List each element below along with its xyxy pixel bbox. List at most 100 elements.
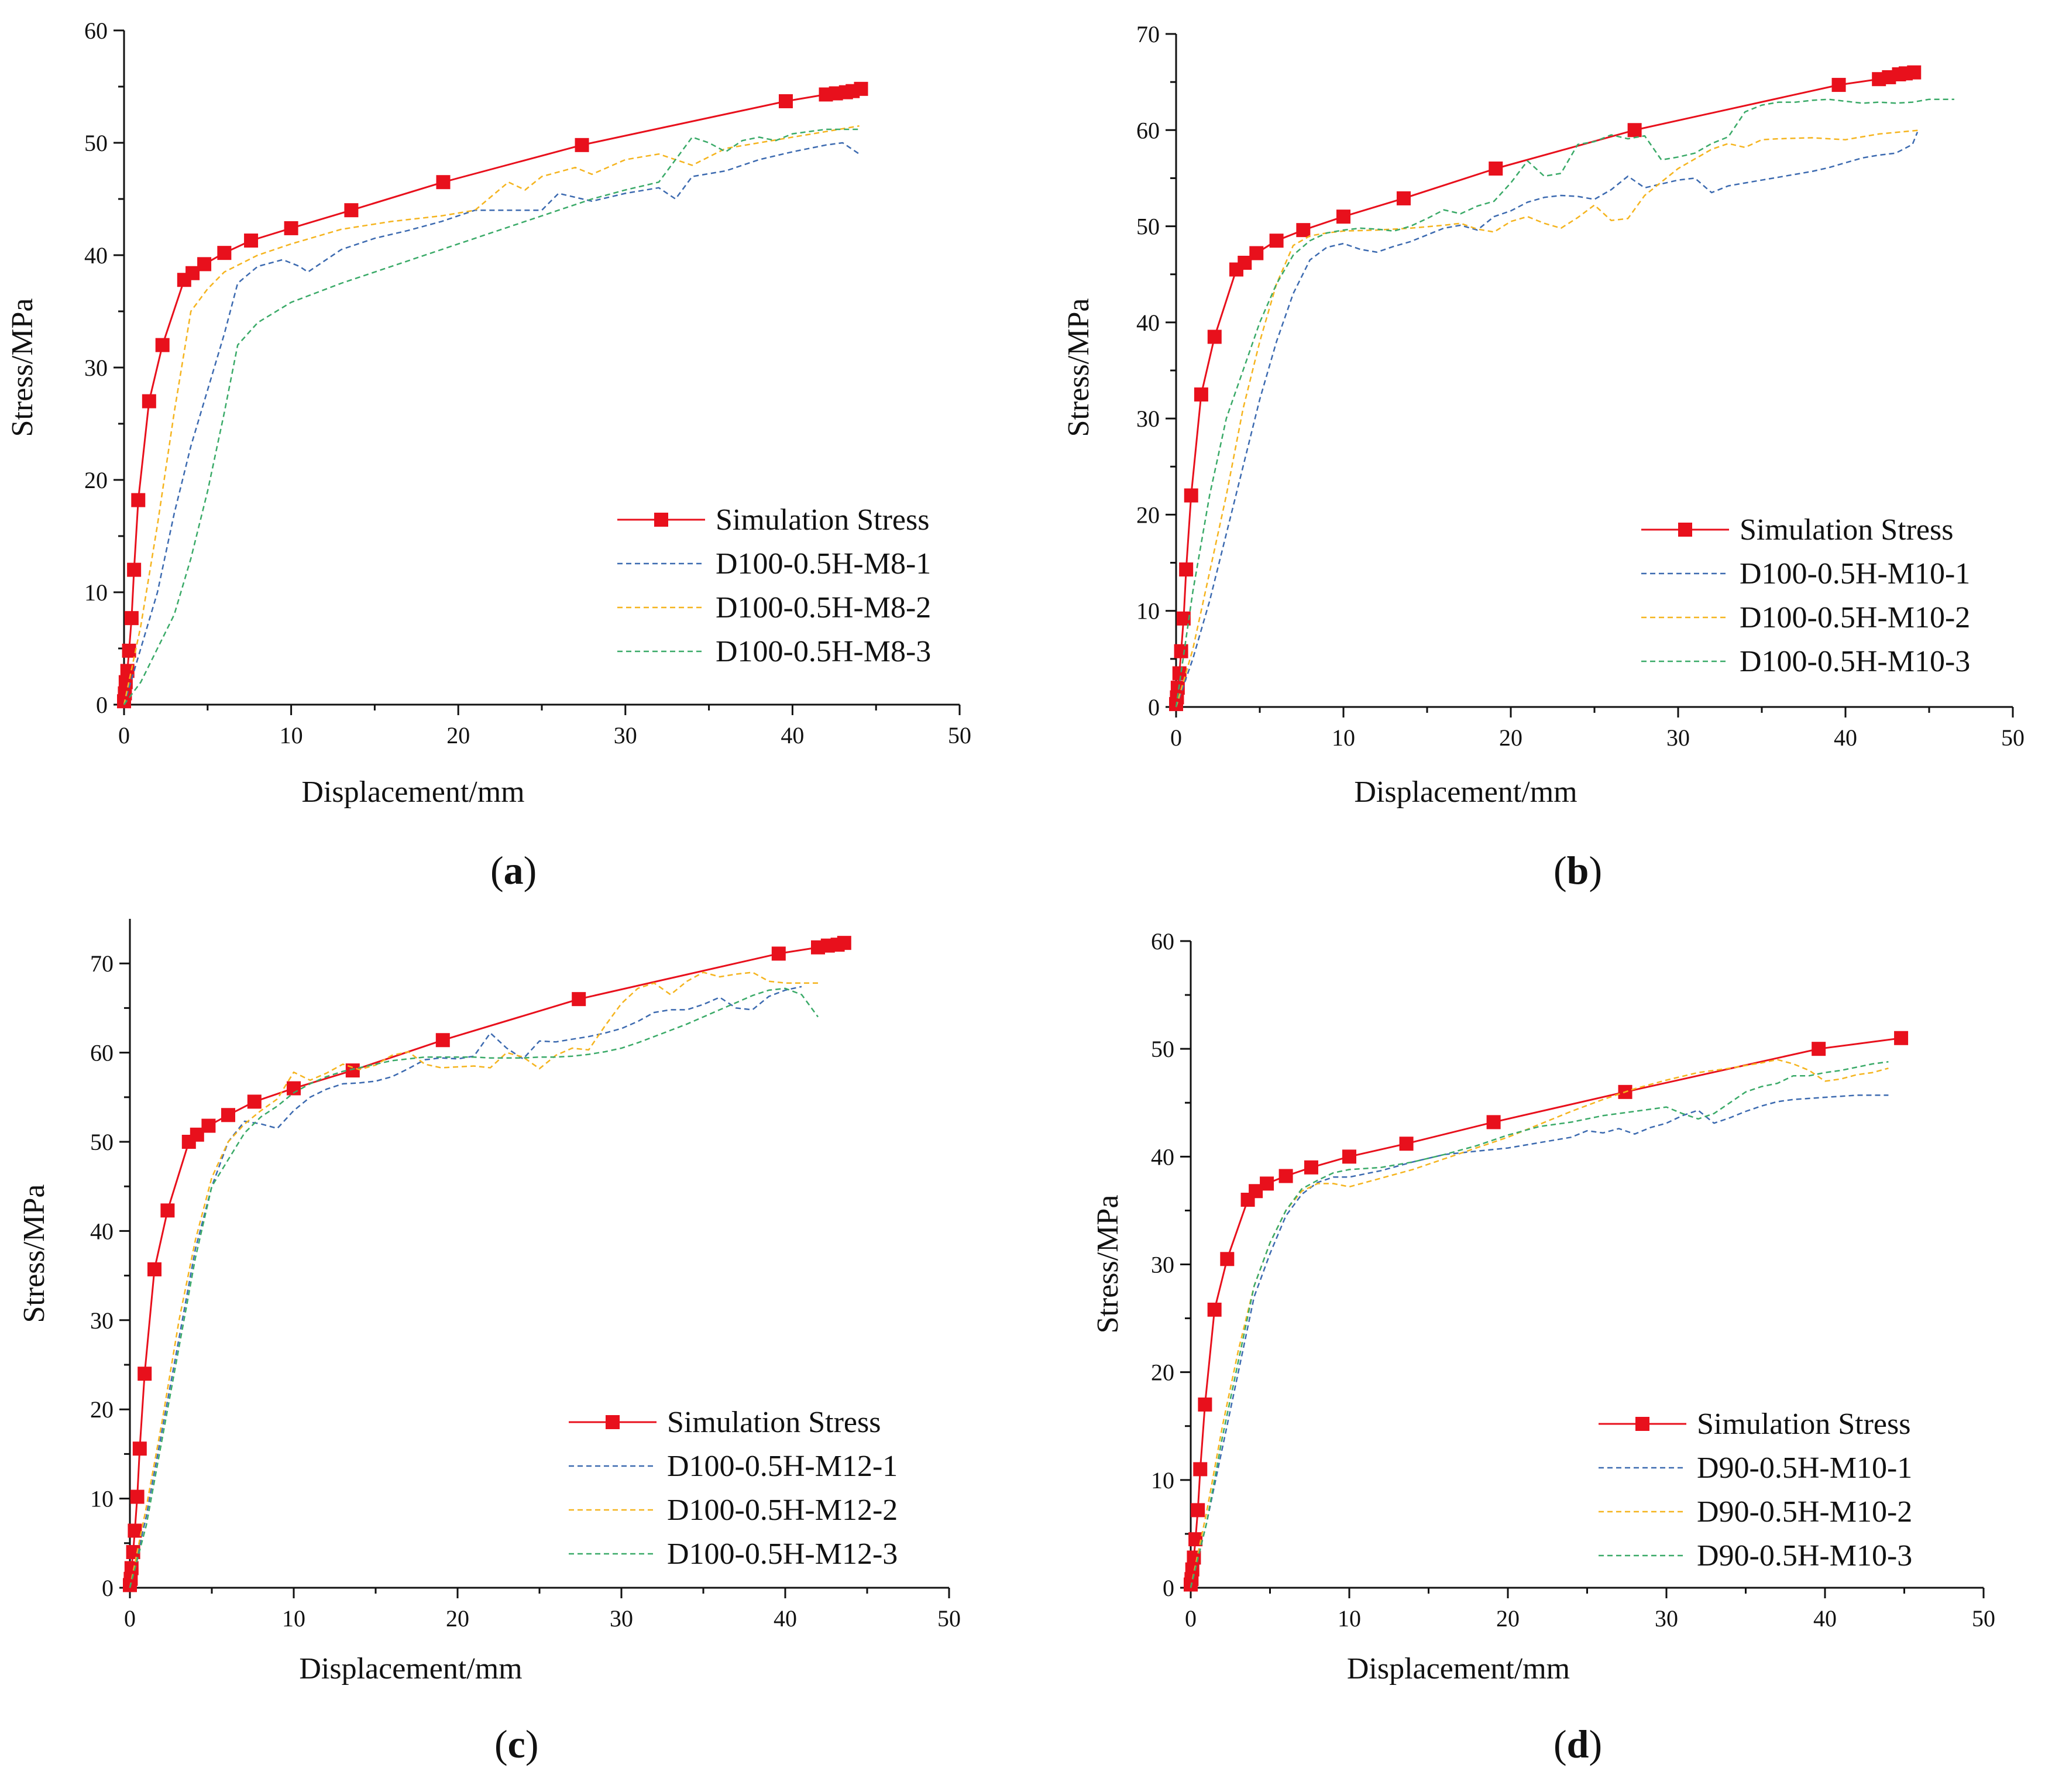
- data-point-marker: [197, 257, 212, 272]
- panel-label: (b): [1553, 848, 1602, 892]
- panel-label: (c): [494, 1722, 539, 1766]
- experiment-series-line: [123, 128, 860, 705]
- y-tick-label: 0: [1148, 694, 1160, 720]
- y-tick-label: 50: [84, 130, 108, 156]
- legend: Simulation Stress D100-0.5H-M10-1 D100-0.5…: [1641, 513, 1970, 678]
- data-point-marker: [1304, 1160, 1318, 1175]
- x-tick-label: 20: [446, 1605, 469, 1632]
- y-tick-label: 30: [1151, 1252, 1174, 1278]
- y-axis-label: Stress/MPa: [18, 1185, 51, 1323]
- data-point-marker: [1812, 1042, 1826, 1056]
- legend-entry-label: Simulation Stress: [1740, 513, 1953, 547]
- panel-label: (a): [490, 848, 537, 892]
- legend-entry-label: Simulation Stress: [667, 1406, 881, 1439]
- data-point-marker: [1193, 1462, 1208, 1477]
- y-tick-label: 60: [90, 1040, 114, 1066]
- y-tick-label: 20: [1136, 502, 1160, 528]
- panel-b: 0 10 20 30 40 50 0 10 20 30 40 50 60 70 Displacement/m…: [1062, 21, 2025, 892]
- y-tick-label: 60: [84, 18, 108, 44]
- x-tick-label: 10: [1338, 1605, 1361, 1632]
- data-point-marker: [124, 611, 139, 626]
- data-point-marker: [1174, 644, 1188, 658]
- x-tick-label: 20: [1499, 725, 1522, 751]
- legend-entry-label: Simulation Stress: [716, 503, 929, 537]
- data-point-marker: [160, 1203, 175, 1218]
- data-point-marker: [201, 1118, 216, 1133]
- data-point-marker: [1238, 256, 1252, 270]
- y-axis-label: Stress/MPa: [1062, 298, 1095, 437]
- x-axis-label: Displacement/mm: [1354, 775, 1577, 809]
- legend: Simulation Stress D100-0.5H-M8-1 D100-0.5H…: [617, 503, 931, 668]
- x-tick-label: 40: [1834, 725, 1857, 751]
- x-axis-label: Displacement/mm: [299, 1652, 522, 1685]
- data-point-marker: [771, 946, 786, 961]
- data-point-marker: [837, 936, 851, 950]
- legend: Simulation Stress D90-0.5H-M10-1 D90-0.5H-…: [1599, 1407, 1912, 1573]
- data-point-marker: [1207, 329, 1222, 344]
- data-point-marker: [217, 246, 232, 260]
- data-point-marker: [128, 1523, 142, 1538]
- experiment-series-line: [1190, 1094, 1889, 1588]
- data-point-marker: [1907, 65, 1922, 80]
- data-point-marker: [247, 1094, 262, 1109]
- data-point-marker: [1249, 246, 1264, 260]
- x-tick-label: 50: [2001, 725, 2025, 751]
- legend-entry-label: D100-0.5H-M12-3: [667, 1537, 898, 1571]
- legend: Simulation Stress D100-0.5H-M12-1 D100-0.5…: [569, 1406, 898, 1571]
- x-tick-label: 30: [610, 1605, 633, 1632]
- x-axis-label: Displacement/mm: [301, 775, 524, 809]
- x-tick-label: 50: [948, 722, 971, 749]
- data-point-marker: [1179, 562, 1194, 577]
- data-point-marker: [244, 234, 259, 248]
- legend-entry-label: D90-0.5H-M10-3: [1697, 1539, 1912, 1573]
- x-tick-label: 20: [1496, 1605, 1520, 1632]
- data-point-marker: [1296, 223, 1311, 238]
- experiment-series-line: [1175, 129, 1921, 708]
- y-tick-label: 40: [1151, 1144, 1174, 1170]
- y-tick-label: 20: [84, 467, 108, 493]
- y-tick-label: 0: [102, 1575, 114, 1601]
- legend-entry-label: D100-0.5H-M10-2: [1740, 601, 1970, 634]
- x-tick-label: 40: [1813, 1605, 1837, 1632]
- legend-entry-label: Simulation Stress: [1697, 1407, 1910, 1441]
- legend-entry-label: D90-0.5H-M10-2: [1697, 1495, 1912, 1529]
- y-tick-label: 40: [84, 242, 108, 269]
- data-point-marker: [124, 1561, 139, 1575]
- y-tick-label: 60: [1136, 117, 1160, 143]
- y-tick-label: 0: [1163, 1575, 1174, 1601]
- y-tick-label: 30: [90, 1307, 114, 1334]
- legend-entry-label: D100-0.5H-M8-2: [716, 591, 931, 624]
- legend-entry-label: D100-0.5H-M8-3: [716, 635, 931, 668]
- x-tick-label: 40: [774, 1605, 797, 1632]
- experiment-series-line: [129, 987, 819, 1588]
- x-tick-label: 0: [1185, 1605, 1197, 1632]
- data-point-marker: [127, 562, 142, 577]
- data-point-marker: [854, 81, 868, 96]
- y-tick-label: 40: [90, 1218, 114, 1244]
- x-tick-label: 50: [937, 1605, 961, 1632]
- legend-entry-label: D100-0.5H-M12-2: [667, 1494, 898, 1527]
- data-point-marker: [1894, 1031, 1909, 1045]
- y-tick-label: 10: [1136, 598, 1160, 624]
- data-point-marker: [1342, 1149, 1356, 1164]
- legend-entry-label: D90-0.5H-M10-1: [1697, 1451, 1912, 1485]
- data-point-marker: [1269, 234, 1284, 248]
- y-tick-label: 40: [1136, 310, 1160, 336]
- y-tick-label: 20: [90, 1396, 114, 1423]
- panel-d: 0 10 20 30 40 50 0 10 20 30 40 50 60 Displacement/mm S…: [1091, 928, 1995, 1766]
- data-point-marker: [572, 992, 586, 1007]
- data-point-marker: [436, 175, 451, 190]
- y-tick-label: 70: [90, 950, 114, 977]
- data-point-marker: [1486, 1115, 1501, 1130]
- experiment-series-line: [129, 971, 818, 1588]
- x-tick-label: 10: [282, 1605, 305, 1632]
- y-tick-label: 0: [96, 692, 108, 718]
- data-point-marker: [142, 394, 156, 408]
- data-point-marker: [284, 221, 298, 235]
- data-point-marker: [131, 493, 146, 507]
- x-tick-label: 30: [614, 722, 637, 749]
- y-tick-label: 10: [1151, 1467, 1174, 1494]
- data-point-marker: [1220, 1252, 1235, 1266]
- x-tick-label: 20: [446, 722, 470, 749]
